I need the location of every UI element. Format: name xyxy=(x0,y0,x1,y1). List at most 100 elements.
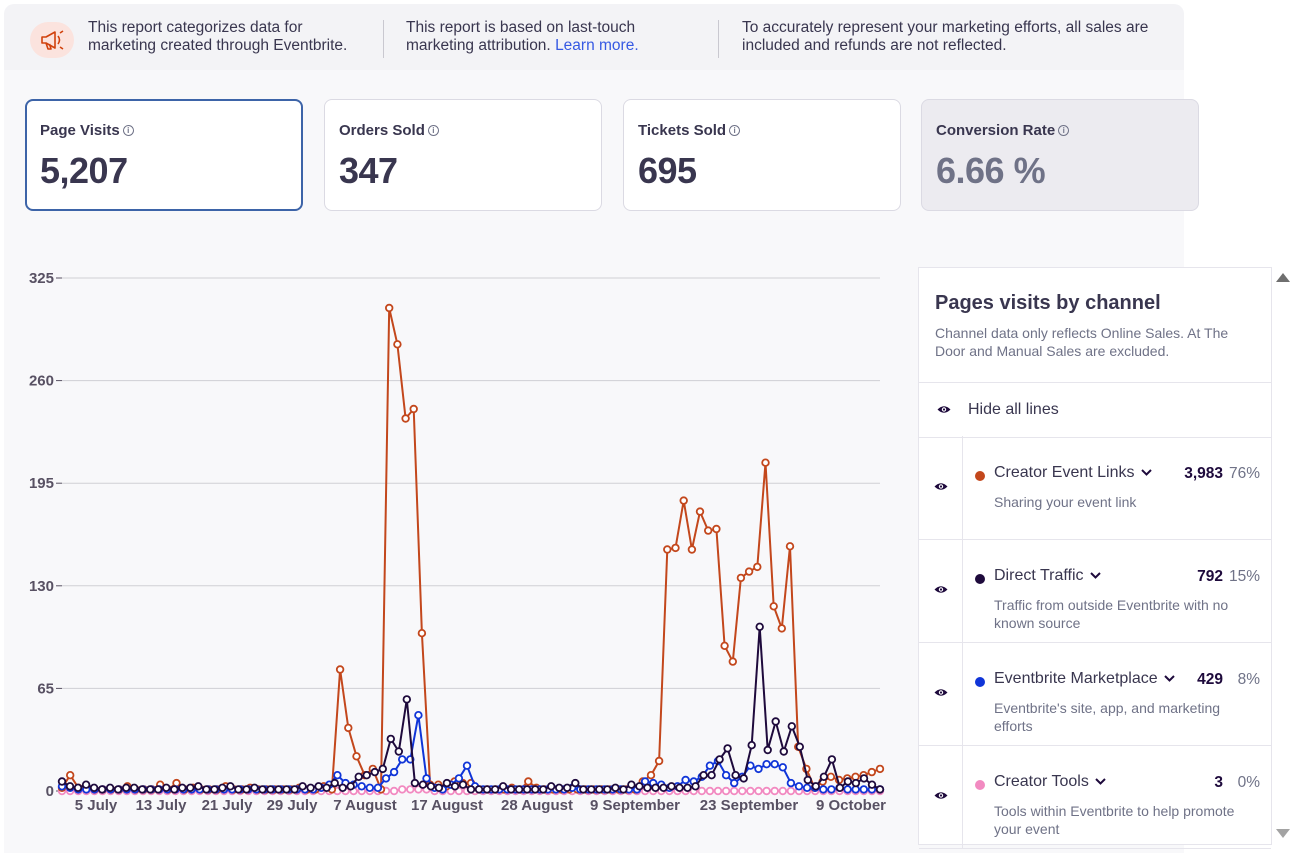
stat-card-label-wrap: Page Visits i xyxy=(40,122,134,139)
channel-name-label: Creator Tools xyxy=(994,773,1089,790)
data-point xyxy=(346,782,355,791)
data-point xyxy=(389,786,399,796)
stat-card-page-visits[interactable]: Page Visits i 5,207 xyxy=(25,99,303,211)
info-icon[interactable]: i xyxy=(1058,125,1070,136)
x-tick-label: 17 August xyxy=(411,797,483,814)
data-point xyxy=(779,747,788,756)
data-point xyxy=(242,785,251,794)
channel-name[interactable]: Creator Event Links xyxy=(994,464,1152,482)
channel-row[interactable]: Eventbrite Marketplace 429 8% Eventbrite's … xyxy=(919,642,1271,746)
data-point xyxy=(720,641,729,650)
channel-panel: Pages visits by channel Channel data onl… xyxy=(918,267,1272,849)
data-point xyxy=(827,785,836,794)
data-point xyxy=(603,785,612,794)
data-point xyxy=(795,742,804,751)
data-point xyxy=(786,778,796,788)
data-point xyxy=(786,786,796,796)
data-point xyxy=(619,785,628,794)
scroll-up-arrow-icon[interactable] xyxy=(1276,273,1290,282)
data-point xyxy=(731,771,740,780)
data-point xyxy=(819,772,829,781)
channel-name[interactable]: Eventbrite Marketplace xyxy=(994,670,1175,688)
data-point xyxy=(547,782,556,791)
data-point xyxy=(97,785,107,794)
learn-more-link[interactable]: Learn more. xyxy=(555,37,639,54)
eye-icon[interactable] xyxy=(934,791,948,800)
data-point xyxy=(778,763,787,772)
data-point xyxy=(490,785,500,794)
data-point xyxy=(57,777,67,786)
banner-text-line: This report categorizes data for xyxy=(88,19,303,36)
x-tick-label: 9 October xyxy=(816,797,886,814)
chevron-down-icon[interactable] xyxy=(1095,778,1106,786)
data-point xyxy=(746,786,755,796)
channel-row[interactable]: Creator Tools 3 0% Tools within Eventbrite … xyxy=(919,745,1271,849)
banner-text-line: included and refunds are not reflected. xyxy=(742,37,1007,54)
stat-card-tickets-sold[interactable]: Tickets Sold i 695 xyxy=(623,99,901,211)
data-point xyxy=(386,734,395,744)
channel-row[interactable]: Creator Event Links 3,983 76% Sharing your … xyxy=(919,436,1271,540)
channel-color-dot xyxy=(975,780,985,790)
info-icon[interactable]: i xyxy=(122,125,134,136)
y-tick-label: 260 xyxy=(29,373,54,390)
data-point xyxy=(422,774,431,783)
info-icon[interactable]: i xyxy=(427,125,439,136)
data-point xyxy=(712,524,721,534)
x-tick-label: 28 August xyxy=(501,797,573,814)
data-point xyxy=(410,778,420,788)
data-point xyxy=(715,755,724,764)
channel-eye-column xyxy=(919,642,963,745)
chevron-down-icon[interactable] xyxy=(1140,469,1152,477)
data-point xyxy=(802,783,812,792)
data-point xyxy=(370,767,379,777)
data-point xyxy=(506,785,516,794)
data-point xyxy=(663,545,672,554)
channel-count: 792 xyxy=(1197,568,1223,585)
data-point xyxy=(385,303,394,313)
info-icon[interactable]: i xyxy=(729,125,741,136)
data-point xyxy=(402,695,411,704)
data-point xyxy=(89,783,99,792)
data-point xyxy=(643,783,652,792)
data-point xyxy=(65,782,75,791)
channel-percent: 8% xyxy=(1237,671,1260,688)
channel-description: Sharing your event link xyxy=(994,494,1137,510)
eye-icon[interactable] xyxy=(934,688,948,697)
data-point xyxy=(335,665,345,674)
data-point xyxy=(365,783,374,792)
data-point xyxy=(704,526,713,535)
data-point xyxy=(691,782,700,791)
data-point xyxy=(417,629,427,638)
data-point xyxy=(462,761,472,770)
data-point xyxy=(274,785,283,794)
stat-card-orders-sold[interactable]: Orders Sold i 347 xyxy=(324,99,602,211)
hide-all-lines-button[interactable]: Hide all lines xyxy=(919,382,1271,438)
channel-row[interactable]: Direct Traffic 792 15% Traffic from outside… xyxy=(919,539,1271,643)
chevron-down-icon[interactable] xyxy=(1089,572,1101,580)
y-tick-label: 325 xyxy=(29,270,54,287)
data-point xyxy=(859,785,868,794)
data-point xyxy=(498,782,508,791)
data-point xyxy=(697,786,706,796)
eye-icon[interactable] xyxy=(934,585,948,594)
scroll-down-arrow-icon[interactable] xyxy=(1276,829,1290,838)
data-point xyxy=(563,783,572,792)
stat-card-conversion-rate[interactable]: Conversion Rate i 6.66 % xyxy=(921,99,1199,211)
channel-name[interactable]: Direct Traffic xyxy=(994,567,1101,585)
data-point xyxy=(627,780,636,789)
channel-name[interactable]: Creator Tools xyxy=(994,773,1106,791)
data-point xyxy=(835,783,845,792)
data-point xyxy=(330,778,339,788)
data-point xyxy=(826,772,836,781)
chevron-down-icon[interactable] xyxy=(1163,675,1175,683)
data-point xyxy=(129,783,139,792)
data-point xyxy=(258,785,267,794)
data-point xyxy=(730,786,739,796)
data-point xyxy=(522,785,532,794)
eye-icon[interactable] xyxy=(934,482,948,491)
data-point xyxy=(851,778,861,788)
data-point xyxy=(675,783,684,792)
data-point xyxy=(755,622,764,631)
data-point xyxy=(531,785,540,794)
channel-description: Traffic from outside Eventbrite with no … xyxy=(994,597,1229,631)
